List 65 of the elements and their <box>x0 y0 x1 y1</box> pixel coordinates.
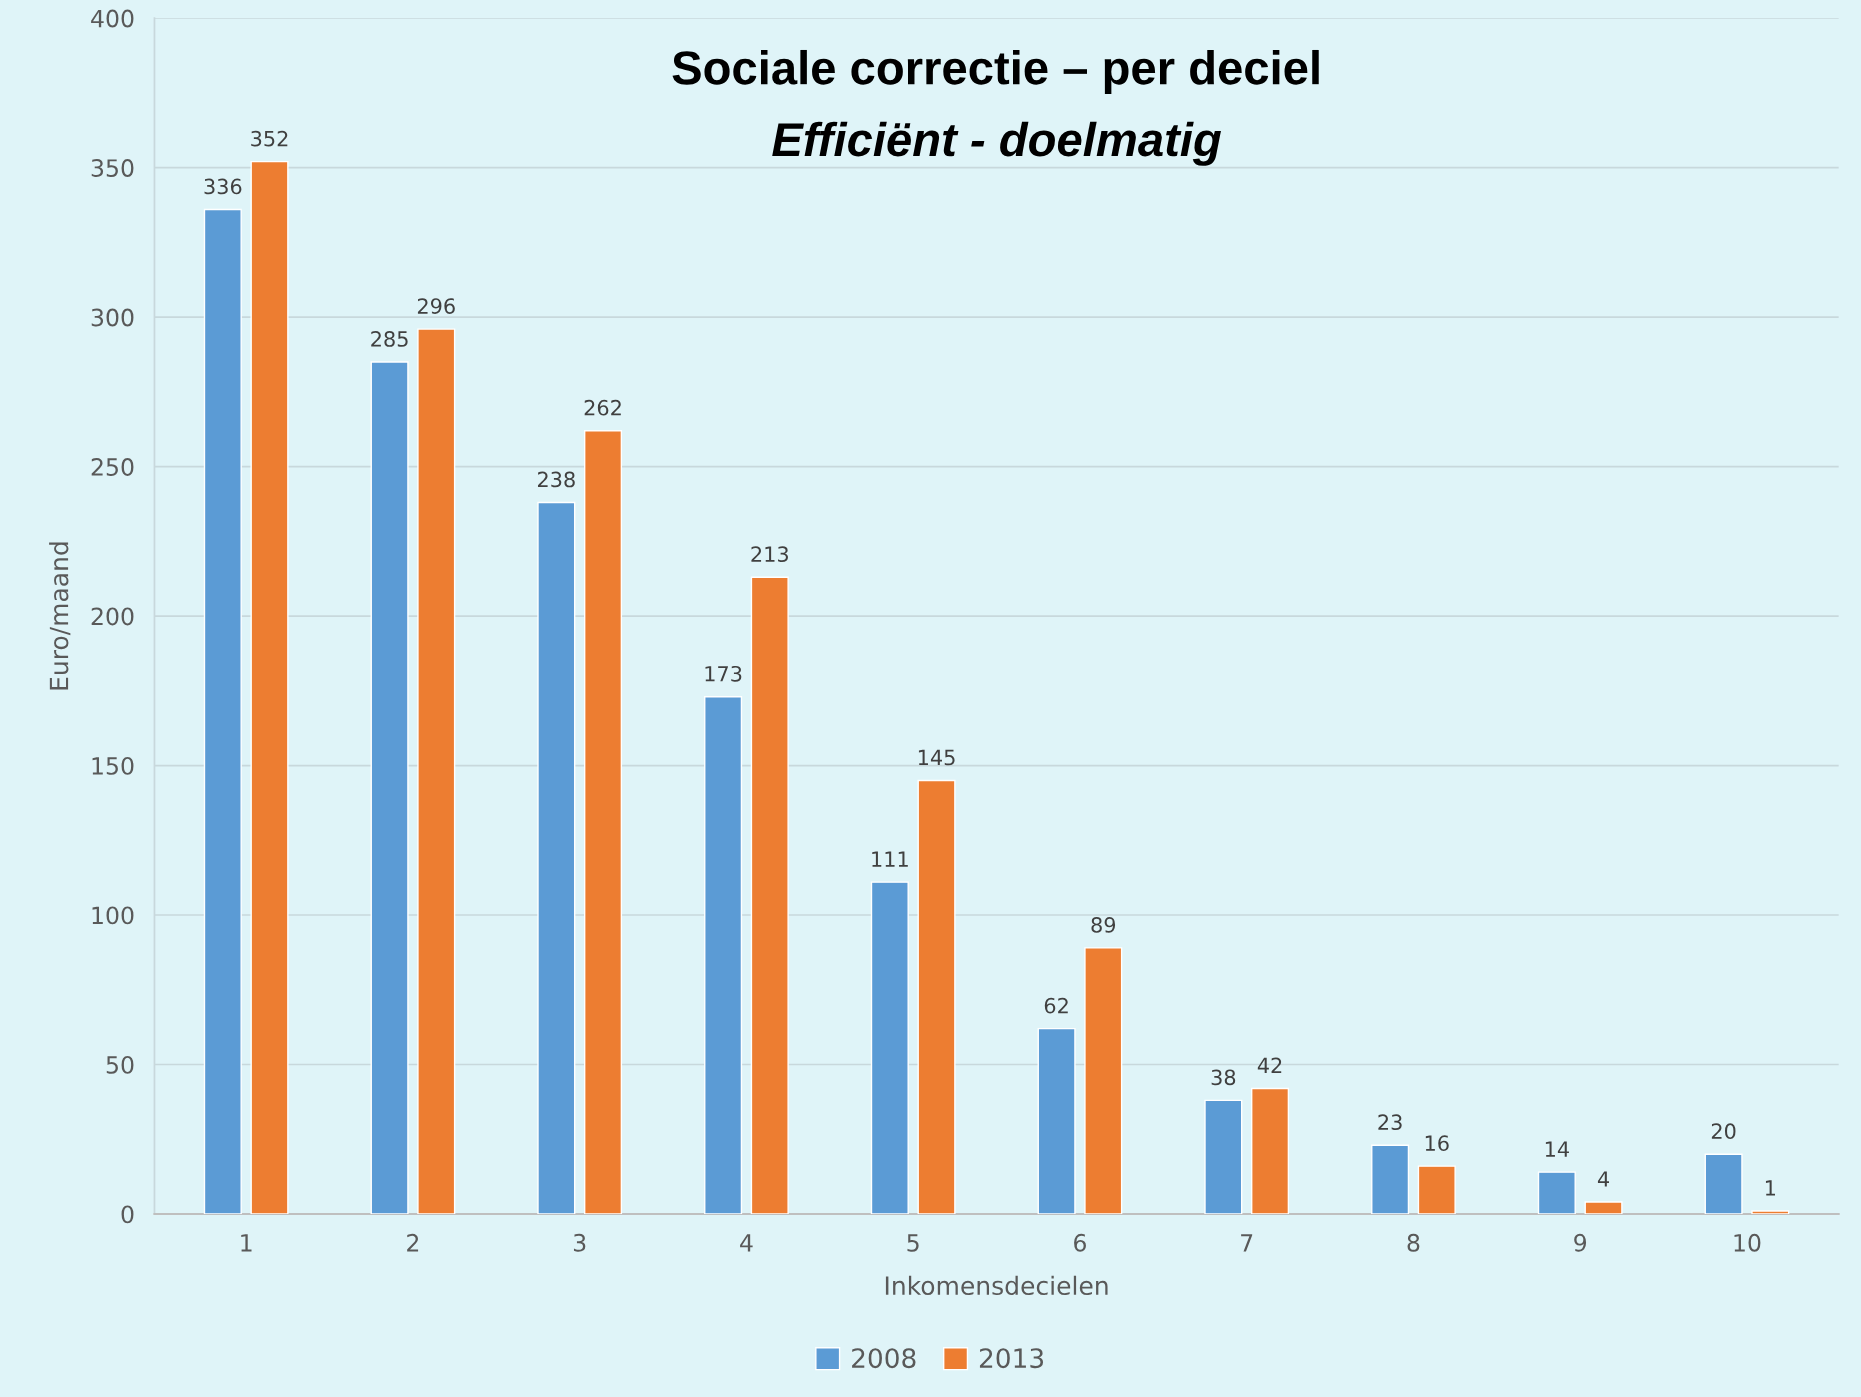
bar <box>1204 1099 1243 1214</box>
x-axis-title: Inkomensdecielen <box>885 1275 1108 1296</box>
x-tick-label: 6 <box>1074 1233 1086 1252</box>
bar <box>370 361 409 1214</box>
y-tick-label: 400 <box>91 9 134 28</box>
bar <box>750 576 789 1214</box>
bar <box>1037 1027 1076 1214</box>
data-label: 296 <box>417 298 455 314</box>
data-label: 1 <box>1765 1180 1775 1196</box>
x-tick-label: 7 <box>1241 1234 1253 1252</box>
bar <box>1417 1165 1456 1214</box>
y-tick-label: 150 <box>92 757 134 775</box>
data-label: 238 <box>537 471 575 488</box>
bar <box>870 881 909 1214</box>
data-label: 62 <box>1044 997 1068 1014</box>
x-tick-label: 5 <box>907 1234 919 1252</box>
x-tick-label: 8 <box>1407 1233 1420 1252</box>
y-tick-label: 350 <box>91 159 134 177</box>
x-tick-label: 10 <box>1734 1233 1761 1252</box>
data-label: 262 <box>584 399 621 416</box>
bar <box>250 160 289 1214</box>
bar <box>417 328 456 1214</box>
data-label: 111 <box>872 851 908 867</box>
data-label: 336 <box>204 178 242 195</box>
bar <box>1371 1144 1410 1214</box>
bar <box>1251 1087 1290 1214</box>
bar <box>1751 1210 1790 1214</box>
data-label: 145 <box>918 749 955 766</box>
y-tick-label: 0 <box>121 1205 134 1224</box>
bar <box>203 208 242 1214</box>
y-tick-label: 300 <box>91 308 134 327</box>
bar <box>1084 947 1123 1214</box>
data-label: 173 <box>705 665 742 682</box>
data-label: 89 <box>1091 917 1116 933</box>
bar <box>537 501 576 1214</box>
legend-label: 2013 <box>979 1348 1044 1369</box>
data-label: 20 <box>1711 1123 1736 1140</box>
data-label: 38 <box>1211 1069 1236 1086</box>
bar <box>583 430 623 1214</box>
data-label: 42 <box>1257 1057 1282 1073</box>
y-tick-label: 100 <box>92 906 134 925</box>
data-label: 285 <box>371 331 408 347</box>
bar <box>1584 1201 1623 1214</box>
x-tick-label: 3 <box>573 1233 586 1252</box>
y-tick-label: 250 <box>91 458 134 476</box>
x-tick-label: 9 <box>1574 1233 1587 1252</box>
data-label: 352 <box>251 130 288 147</box>
data-label: 213 <box>751 546 788 563</box>
text: Efficiënt - doelmatig <box>772 121 1221 166</box>
data-label: 14 <box>1545 1141 1569 1157</box>
bar <box>1704 1153 1743 1214</box>
data-label: 16 <box>1425 1135 1449 1152</box>
legend-label: 2008 <box>852 1348 916 1369</box>
x-tick-label: 2 <box>407 1233 419 1252</box>
y-axis-title: Euro/maand <box>49 542 71 690</box>
text: Sociale correctie – per deciel <box>672 49 1319 94</box>
y-tick-label: 50 <box>106 1055 134 1074</box>
data-label: 4 <box>1597 1171 1610 1187</box>
y-tick-label: 200 <box>91 607 134 626</box>
bar <box>917 779 956 1214</box>
bar <box>1537 1171 1576 1214</box>
bar <box>704 696 743 1214</box>
data-label: 23 <box>1378 1114 1402 1131</box>
x-tick-label: 4 <box>740 1234 753 1252</box>
x-tick-label: 1 <box>241 1234 252 1252</box>
